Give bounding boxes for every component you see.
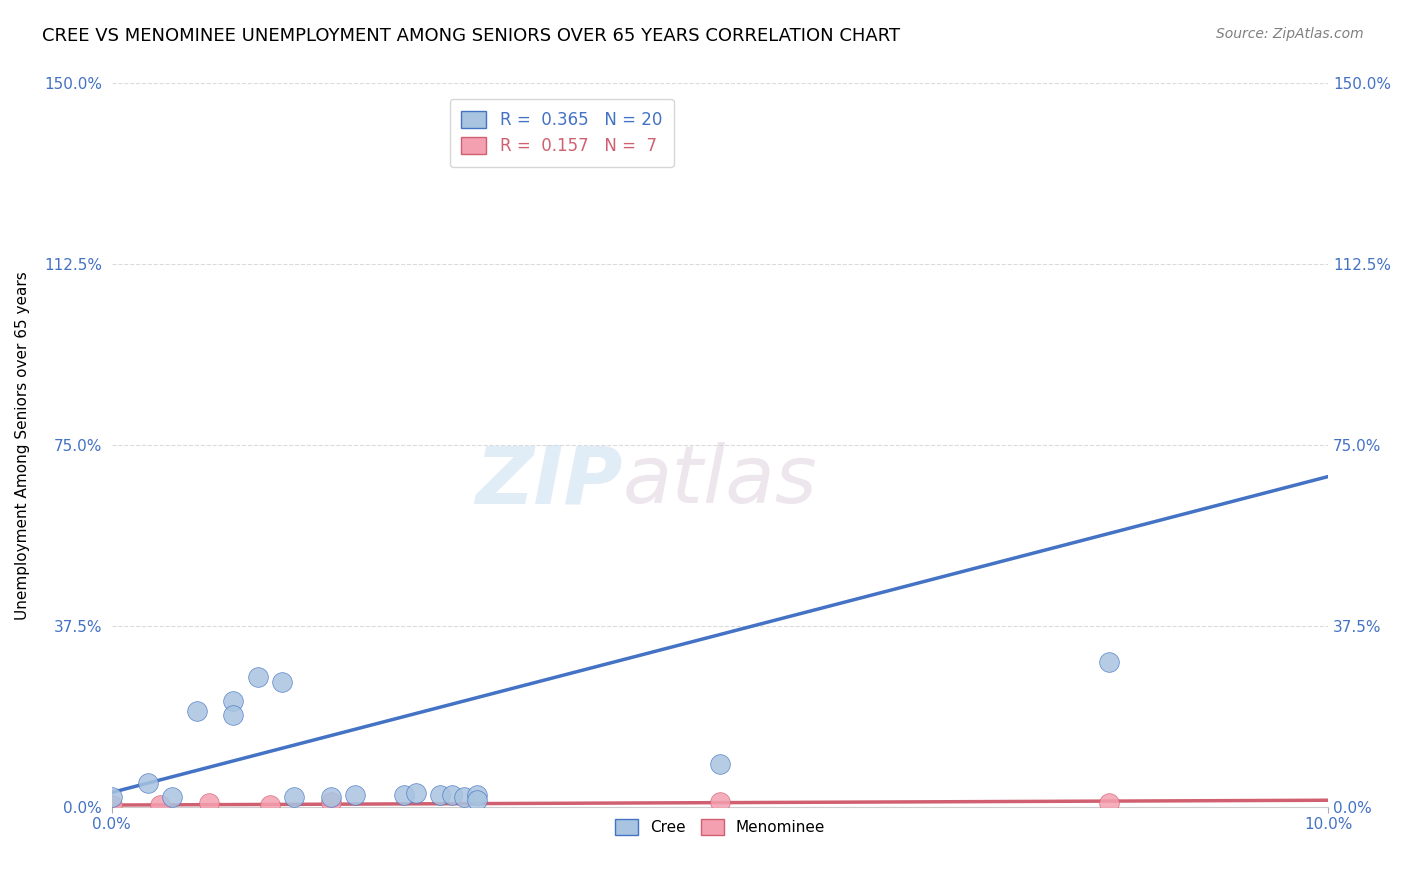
Point bbox=[222, 694, 245, 708]
Point bbox=[149, 797, 172, 812]
Legend: R =  0.365   N = 20, R =  0.157   N =  7: R = 0.365 N = 20, R = 0.157 N = 7 bbox=[450, 99, 673, 167]
Point bbox=[246, 670, 269, 684]
Point bbox=[136, 776, 159, 790]
Point bbox=[162, 790, 184, 805]
Point bbox=[441, 788, 464, 802]
Point bbox=[186, 704, 208, 718]
Point bbox=[429, 788, 451, 802]
Text: Source: ZipAtlas.com: Source: ZipAtlas.com bbox=[1216, 27, 1364, 41]
Point bbox=[100, 790, 122, 805]
Point bbox=[405, 785, 427, 799]
Point bbox=[283, 790, 305, 805]
Y-axis label: Unemployment Among Seniors over 65 years: Unemployment Among Seniors over 65 years bbox=[15, 271, 30, 620]
Point bbox=[222, 708, 245, 723]
Point bbox=[709, 795, 731, 809]
Point bbox=[319, 790, 342, 805]
Point bbox=[709, 756, 731, 771]
Point bbox=[453, 790, 475, 805]
Text: atlas: atlas bbox=[623, 442, 817, 520]
Point bbox=[198, 796, 221, 810]
Point bbox=[319, 795, 342, 809]
Point bbox=[1098, 796, 1121, 810]
Point bbox=[343, 788, 366, 802]
Text: ZIP: ZIP bbox=[475, 442, 623, 520]
Text: CREE VS MENOMINEE UNEMPLOYMENT AMONG SENIORS OVER 65 YEARS CORRELATION CHART: CREE VS MENOMINEE UNEMPLOYMENT AMONG SEN… bbox=[42, 27, 900, 45]
Point bbox=[271, 674, 294, 689]
Point bbox=[465, 793, 488, 807]
Point bbox=[259, 797, 281, 812]
Point bbox=[100, 797, 122, 812]
Point bbox=[1098, 655, 1121, 669]
Point bbox=[465, 788, 488, 802]
Point bbox=[392, 788, 415, 802]
